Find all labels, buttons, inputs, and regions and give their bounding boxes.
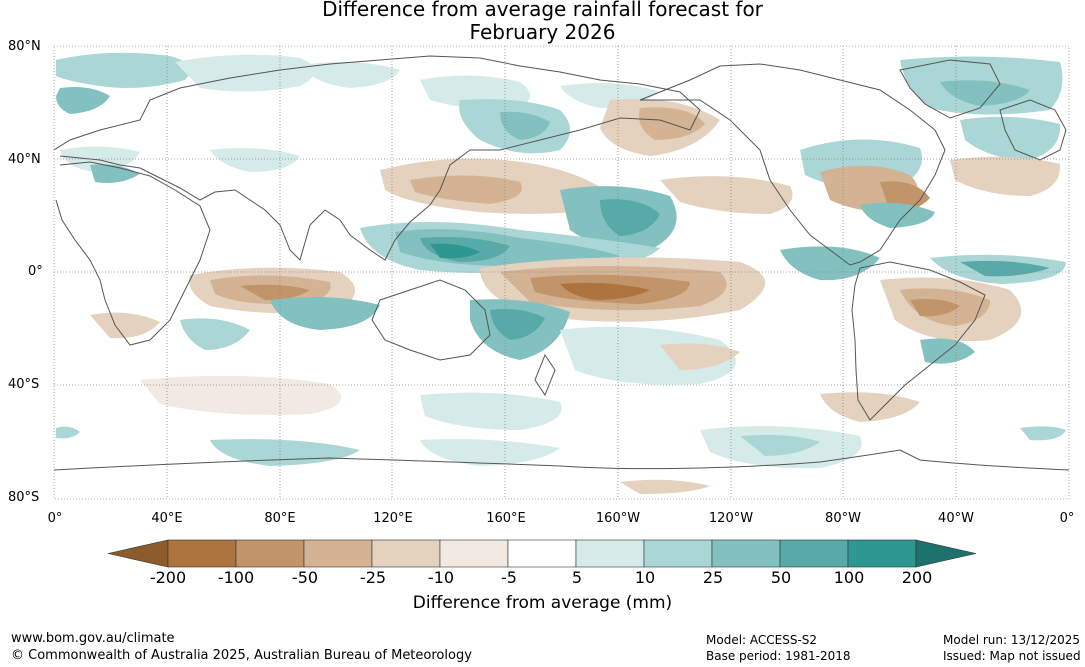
anomaly-region: [240, 284, 310, 300]
lon-label-40w: 40°W: [938, 511, 974, 526]
colorbar-tick-label: 10: [634, 568, 656, 587]
colorbar-tick-label: 5: [571, 568, 583, 587]
anomaly-region: [420, 392, 562, 430]
colorbar-tick-label: -200: [149, 568, 187, 587]
anomaly-region: [56, 87, 110, 114]
colorbar-segment: [235, 539, 305, 568]
anomaly-region: [600, 199, 660, 236]
colorbar-title: Difference from average (mm): [412, 593, 673, 613]
anomaly-region: [860, 202, 935, 228]
anomaly-region: [560, 326, 736, 385]
footer-issued: Issued: Map not issued: [943, 649, 1081, 663]
coastline-greenland: [899, 59, 1001, 119]
colorbar-arrow-low: [107, 539, 169, 568]
coastline-europe: [999, 99, 1067, 161]
coastline-north-america: [639, 63, 946, 266]
colorbar-tick-label: -50: [291, 568, 319, 587]
lon-label-80e: 80°E: [264, 511, 296, 526]
anomaly-region: [180, 318, 250, 350]
lon-label-120w: 120°W: [708, 511, 754, 526]
anomaly-region: [210, 148, 300, 172]
lon-label-160w: 160°W: [595, 511, 641, 526]
colorbar-segment: [167, 539, 237, 568]
anomaly-region: [310, 62, 400, 88]
anomaly-region: [560, 282, 650, 300]
gridlines: [54, 46, 1069, 499]
coastline-eurasia: [54, 55, 701, 261]
coastlines: [54, 55, 1069, 471]
lat-label-40s: 40°S: [8, 377, 40, 392]
lat-label-40n: 40°N: [8, 152, 41, 167]
colorbar-tick-label: -100: [217, 568, 255, 587]
anomaly-region: [430, 243, 480, 259]
anomaly-region: [500, 111, 550, 140]
anomaly-region: [910, 298, 960, 317]
anomaly-region: [90, 312, 160, 339]
colorbar-segment: [779, 539, 849, 568]
lat-label-80s: 80°S: [8, 490, 40, 505]
colorbar-segment: [507, 539, 577, 568]
anomaly-region: [56, 52, 190, 88]
lon-label-40e: 40°E: [151, 511, 183, 526]
colorbar-segment: [711, 539, 781, 568]
anomaly-region: [960, 260, 1050, 277]
colorbar-tick-label: 200: [901, 568, 933, 587]
lon-label-0-left: 0°: [47, 511, 63, 526]
anomaly-region: [740, 434, 820, 456]
lon-label-160e: 160°E: [486, 511, 526, 526]
lat-label-0: 0°: [28, 264, 43, 279]
anomaly-region: [660, 343, 740, 370]
anomaly-region: [1020, 426, 1066, 441]
footer-copyright: © Commonwealth of Australia 2025, Austra…: [11, 648, 472, 663]
lon-label-80w: 80°W: [825, 511, 861, 526]
colorbar-segment: [439, 539, 509, 568]
anomaly-region: [660, 176, 793, 214]
anomaly-region: [620, 479, 710, 494]
anomaly-region: [410, 175, 522, 204]
chart-title-line-2: February 2026: [469, 20, 616, 44]
map-frame: [53, 45, 1070, 500]
colorbar-segment: [575, 539, 645, 568]
footer-base-period: Base period: 1981-2018: [706, 649, 851, 663]
colorbar-tick-label: 50: [770, 568, 792, 587]
colorbar-segment: [847, 539, 917, 568]
colorbar-segment: [371, 539, 441, 568]
colorbar-tick-label: 25: [702, 568, 724, 587]
colorbar-tick-label: -10: [427, 568, 455, 587]
anomaly-region: [420, 439, 560, 466]
footer-model-run: Model run: 13/12/2025: [943, 633, 1081, 647]
anomaly-region: [950, 156, 1061, 196]
colorbar-tick-label: -5: [501, 568, 517, 587]
anomaly-region: [56, 426, 80, 439]
lon-label-120e: 120°E: [373, 511, 413, 526]
footer-model: Model: ACCESS-S2: [706, 633, 818, 647]
coastline-new-zealand: [534, 353, 556, 397]
anomaly-region: [140, 375, 342, 415]
anomaly-region: [270, 296, 380, 330]
colorbar: [107, 539, 977, 568]
anomaly-shading: [56, 52, 1066, 494]
footer-website: www.bom.gov.au/climate: [11, 631, 175, 646]
anomaly-region: [960, 116, 1061, 160]
colorbar-segment: [303, 539, 373, 568]
coastline-australia: [371, 279, 491, 361]
chart-title-line-1: Difference from average rainfall forecas…: [322, 0, 763, 21]
colorbar-tick-label: -25: [359, 568, 387, 587]
colorbar-segment: [643, 539, 713, 568]
anomaly-region: [820, 392, 920, 422]
colorbar-tick-label: 100: [833, 568, 865, 587]
anomaly-region: [490, 309, 545, 340]
coastline-africa: [55, 161, 211, 346]
colorbar-arrow-high: [915, 539, 977, 568]
anomaly-region: [210, 439, 360, 466]
coastline-south-america: [851, 261, 986, 421]
coastline-antarctica: [54, 449, 1069, 471]
lon-label-0-right: 0°: [1059, 511, 1075, 526]
anomaly-region: [940, 80, 1030, 106]
lat-label-80n: 80°N: [8, 39, 41, 54]
anomaly-region: [90, 164, 140, 183]
